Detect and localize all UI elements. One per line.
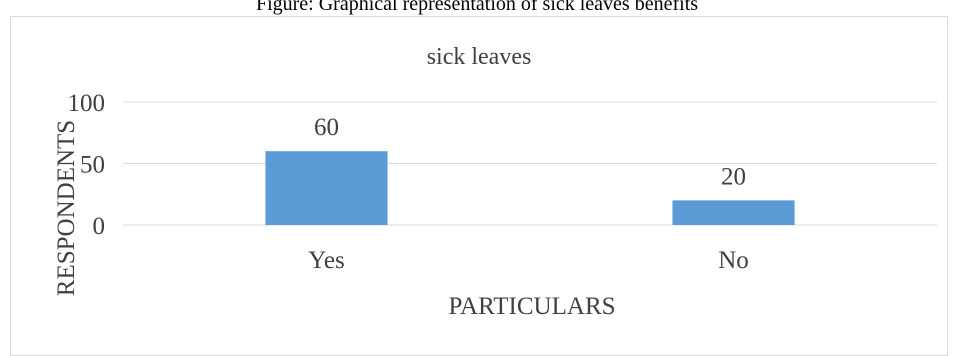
chart-frame (10, 16, 948, 356)
y-axis-title: RESPONDENTS (53, 120, 80, 296)
x-axis-title: PARTICULARS (448, 293, 615, 320)
x-tick-label: No (718, 247, 749, 274)
bar-yes (265, 151, 388, 225)
bars (265, 151, 795, 225)
labels: 0 50 100 60 Yes 20 No (68, 90, 749, 274)
gridlines (123, 101, 937, 226)
x-tick-label: Yes (308, 247, 344, 274)
figure-caption: Figure: Graphical representation of sick… (255, 0, 699, 15)
chart-title: sick leaves (427, 44, 532, 70)
y-tick-label: 0 (93, 213, 106, 240)
y-tick-label: 50 (80, 152, 105, 179)
data-label: 20 (721, 163, 746, 190)
data-label: 60 (314, 114, 339, 141)
bar-no (672, 200, 795, 225)
y-tick-label: 100 (68, 90, 106, 117)
